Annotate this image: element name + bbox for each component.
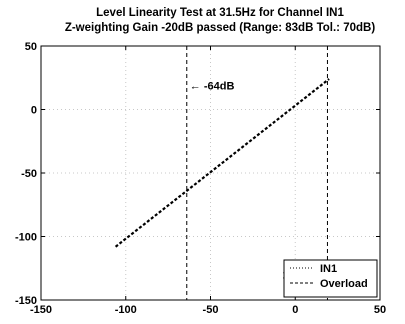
overload-markers: [186, 46, 328, 300]
axis-ticks: -150 -100 -50 0 50 -150 -100 -50 0 50: [15, 41, 386, 316]
y-tick-label: -150: [15, 295, 37, 307]
legend-label: Overload: [320, 278, 368, 290]
legend-box: [283, 259, 378, 298]
annotation-label: ← -64dB: [190, 80, 235, 92]
y-tick-label: -100: [15, 232, 37, 244]
x-tick-label: -50: [203, 304, 219, 316]
chart-subtitle: Z-weighting Gain -20dB passed (Range: 83…: [65, 22, 375, 34]
series: [114, 78, 330, 248]
chart-title: Level Linearity Test at 31.5Hz for Chann…: [96, 7, 344, 19]
x-tick-label: -100: [115, 304, 137, 316]
x-tick-label: 0: [292, 304, 298, 316]
annotations: ← -64dB19dB →: [190, 80, 324, 281]
legend-label: IN1: [320, 263, 337, 275]
y-tick-label: 50: [25, 41, 37, 53]
x-tick-label: -150: [30, 304, 52, 316]
series-line-in1: [114, 78, 330, 248]
y-tick-label: 0: [31, 105, 37, 117]
grid: [41, 46, 380, 300]
legend: IN1 Overload: [283, 259, 378, 298]
y-tick-label: -50: [21, 168, 37, 180]
x-tick-label: 50: [374, 304, 386, 316]
